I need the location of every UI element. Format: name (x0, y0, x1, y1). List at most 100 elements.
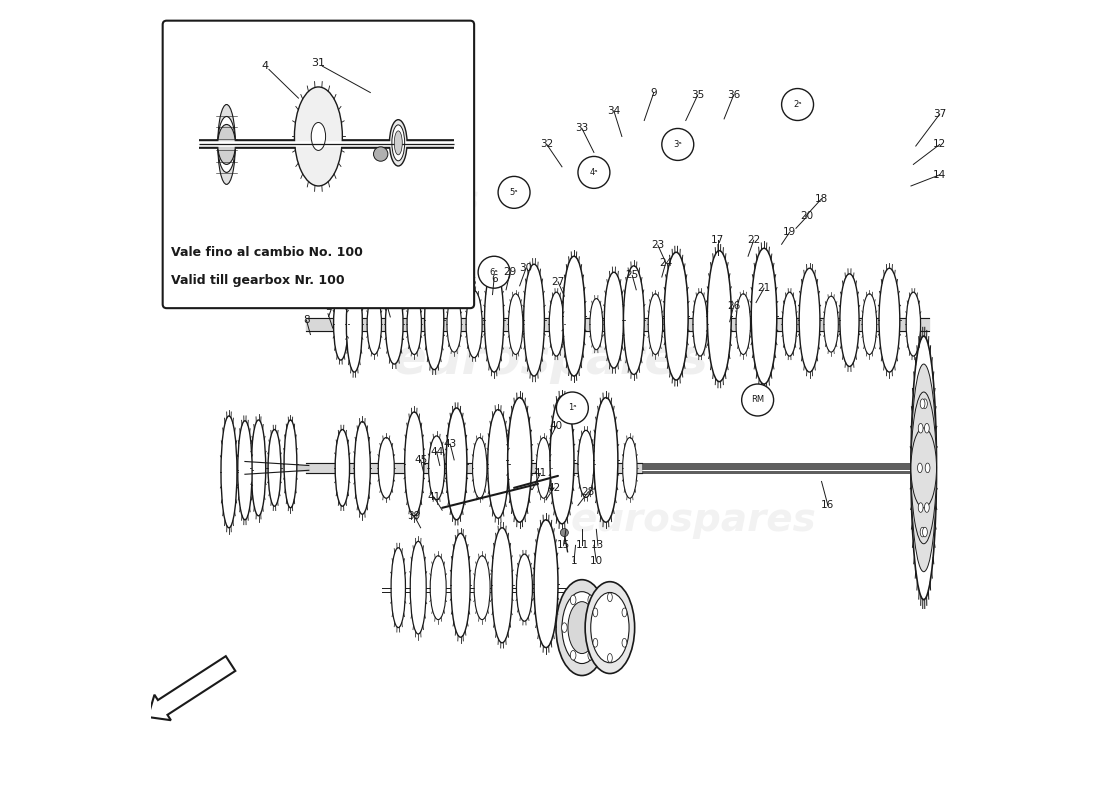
Text: 4: 4 (265, 59, 272, 70)
Ellipse shape (921, 527, 925, 537)
Text: Vale fino al cambio No. 100: Vale fino al cambio No. 100 (170, 246, 363, 258)
Ellipse shape (524, 264, 544, 376)
Text: 5ᵃ: 5ᵃ (509, 188, 518, 197)
Text: 6: 6 (491, 274, 497, 284)
Ellipse shape (556, 580, 608, 675)
Ellipse shape (593, 638, 597, 647)
Text: 20: 20 (801, 211, 814, 222)
Text: 44: 44 (430, 447, 443, 457)
Ellipse shape (879, 268, 900, 372)
Text: 21: 21 (758, 283, 771, 293)
Circle shape (741, 384, 773, 416)
Ellipse shape (607, 654, 613, 662)
Ellipse shape (911, 392, 936, 544)
Ellipse shape (562, 592, 602, 663)
Text: 34: 34 (607, 106, 620, 116)
Text: 28: 28 (582, 487, 595, 497)
Text: 40: 40 (550, 421, 563, 430)
Text: 12: 12 (933, 139, 946, 150)
Ellipse shape (624, 266, 645, 374)
Ellipse shape (621, 608, 627, 617)
Ellipse shape (550, 396, 574, 524)
Ellipse shape (354, 422, 371, 514)
Ellipse shape (596, 623, 603, 632)
Ellipse shape (924, 423, 930, 433)
Text: eurospares: eurospares (392, 336, 708, 384)
Text: 5: 5 (470, 277, 476, 287)
Ellipse shape (336, 430, 350, 506)
Ellipse shape (800, 268, 820, 372)
Ellipse shape (537, 438, 551, 498)
Ellipse shape (562, 623, 568, 632)
Ellipse shape (378, 438, 394, 498)
Text: 35: 35 (691, 90, 704, 100)
Text: 2: 2 (417, 283, 424, 293)
Circle shape (478, 256, 510, 288)
Text: RM: RM (751, 395, 764, 405)
Ellipse shape (492, 528, 513, 642)
Ellipse shape (346, 276, 362, 372)
Text: 39: 39 (408, 510, 421, 521)
Ellipse shape (585, 582, 635, 674)
Text: 19: 19 (783, 227, 796, 238)
Text: 41: 41 (428, 493, 441, 502)
Ellipse shape (218, 105, 235, 184)
FancyArrow shape (147, 656, 235, 720)
Text: 7: 7 (324, 309, 331, 318)
Text: 43: 43 (443, 439, 456, 449)
Text: 2ᵃ: 2ᵃ (793, 100, 802, 109)
Circle shape (498, 176, 530, 208)
Text: 33: 33 (575, 123, 589, 134)
Text: 6ᵃ: 6ᵃ (490, 268, 498, 277)
Ellipse shape (862, 294, 877, 354)
Ellipse shape (385, 284, 403, 364)
Ellipse shape (251, 420, 266, 516)
Ellipse shape (594, 398, 618, 522)
Text: 32: 32 (540, 139, 553, 150)
Ellipse shape (508, 294, 522, 354)
Text: 9: 9 (650, 87, 657, 98)
Ellipse shape (218, 125, 235, 165)
Text: 42: 42 (548, 483, 561, 493)
Ellipse shape (587, 595, 594, 605)
Ellipse shape (534, 520, 558, 647)
Ellipse shape (405, 412, 424, 516)
Ellipse shape (392, 125, 405, 161)
Ellipse shape (508, 398, 531, 522)
Text: 4: 4 (383, 298, 389, 307)
Ellipse shape (563, 256, 585, 376)
Ellipse shape (218, 117, 235, 172)
Ellipse shape (751, 248, 777, 384)
Ellipse shape (918, 502, 923, 512)
Ellipse shape (911, 364, 936, 572)
Ellipse shape (473, 438, 487, 498)
Ellipse shape (707, 250, 732, 382)
Ellipse shape (587, 650, 594, 660)
Text: Valid till gearbox Nr. 100: Valid till gearbox Nr. 100 (170, 274, 344, 286)
Text: 26: 26 (727, 301, 740, 310)
Ellipse shape (607, 593, 613, 602)
Ellipse shape (517, 554, 532, 622)
Text: 37: 37 (933, 109, 946, 119)
Text: 4: 4 (262, 61, 268, 71)
Ellipse shape (782, 292, 796, 356)
Ellipse shape (921, 399, 925, 409)
Ellipse shape (295, 87, 342, 186)
Ellipse shape (604, 272, 624, 368)
Ellipse shape (392, 548, 406, 628)
Ellipse shape (918, 423, 923, 433)
Text: 14: 14 (933, 170, 946, 180)
Ellipse shape (923, 399, 927, 409)
Text: 25: 25 (626, 270, 639, 281)
Text: 30: 30 (519, 263, 532, 274)
Ellipse shape (590, 298, 603, 350)
Text: 18: 18 (815, 194, 828, 204)
Ellipse shape (591, 593, 629, 662)
Text: 10: 10 (590, 556, 603, 566)
Text: 8: 8 (304, 315, 310, 325)
Ellipse shape (425, 270, 443, 370)
Text: 36: 36 (727, 90, 740, 100)
Ellipse shape (824, 296, 838, 352)
Text: 17: 17 (711, 235, 724, 246)
Circle shape (557, 392, 588, 424)
